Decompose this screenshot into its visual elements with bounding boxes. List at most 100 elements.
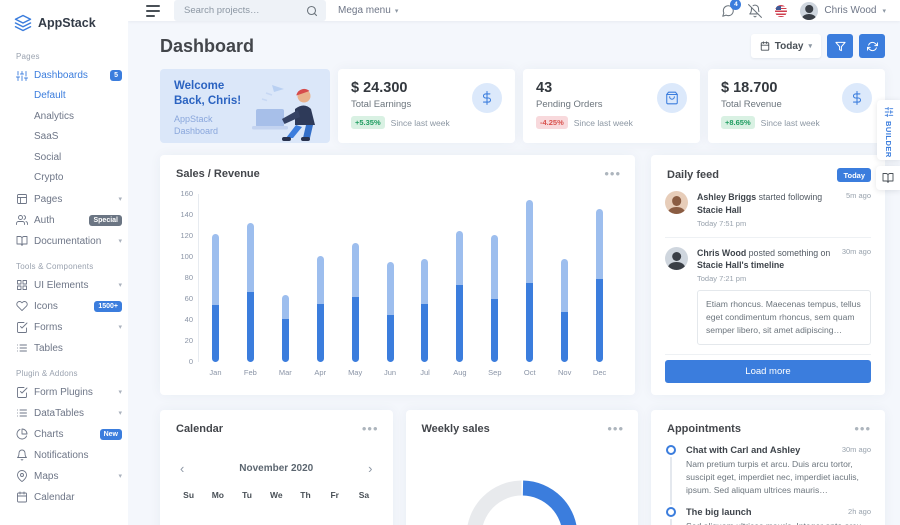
sidebar-item-datatables[interactable]: DataTables ▾ bbox=[0, 403, 128, 424]
more-menu-icon[interactable]: ••• bbox=[607, 421, 624, 436]
hamburger-menu-icon[interactable] bbox=[144, 1, 162, 21]
bar-segment-revenue[interactable] bbox=[211, 233, 219, 306]
date-range-button[interactable]: Today ▾ bbox=[750, 34, 821, 58]
bar-segment-revenue[interactable] bbox=[596, 208, 604, 280]
sidebar-item-documentation[interactable]: Documentation ▾ bbox=[0, 231, 128, 252]
prev-month-icon[interactable]: ‹ bbox=[180, 461, 185, 476]
page-content: Dashboard Today ▾ bbox=[128, 21, 900, 525]
sidebar-item-calendar[interactable]: Calendar bbox=[0, 487, 128, 508]
sidebar-item-pages[interactable]: Pages ▾ bbox=[0, 189, 128, 210]
top-navbar: Mega menu ▾ 4 Chris Wood ▾ bbox=[128, 0, 900, 21]
bar-segment-sales[interactable] bbox=[246, 291, 254, 362]
sidebar-item-forms[interactable]: Forms ▾ bbox=[0, 317, 128, 338]
stat-value: $ 18.700 bbox=[721, 80, 778, 96]
sidebar-item-icons[interactable]: Icons 1500+ bbox=[0, 296, 128, 317]
sidebar-item-tables[interactable]: Tables bbox=[0, 338, 128, 359]
sidebar-item-label: Tables bbox=[34, 342, 63, 354]
messages-button[interactable]: 4 bbox=[721, 0, 742, 18]
sidebar-item-label: Maps bbox=[34, 470, 59, 482]
feed-actor[interactable]: Chris Wood bbox=[697, 247, 747, 258]
bar-segment-sales[interactable] bbox=[351, 296, 359, 362]
sidebar-item-default[interactable]: Default bbox=[34, 90, 66, 101]
sidebar-item-analytics[interactable]: Analytics bbox=[34, 110, 75, 122]
feed-target[interactable]: Stacie bbox=[697, 260, 723, 271]
sidebar-item-maps[interactable]: Maps ▾ bbox=[0, 466, 128, 487]
load-more-button[interactable]: Load more bbox=[665, 360, 871, 383]
next-month-icon[interactable]: › bbox=[368, 461, 373, 476]
bar-segment-sales[interactable] bbox=[316, 304, 324, 362]
bar-segment-revenue[interactable] bbox=[561, 259, 569, 312]
sidebar-item-crypto[interactable]: Crypto bbox=[34, 172, 64, 183]
brand[interactable]: AppStack bbox=[0, 10, 128, 42]
bar-segment-sales[interactable] bbox=[211, 305, 219, 362]
notifications-button[interactable] bbox=[748, 3, 763, 18]
sidebar-item-notifications[interactable]: Notifications bbox=[0, 445, 128, 466]
more-menu-icon[interactable]: ••• bbox=[361, 421, 379, 436]
mega-menu-label: Mega menu bbox=[338, 5, 391, 16]
bar-segment-sales[interactable] bbox=[281, 318, 289, 362]
new-badge: New bbox=[99, 428, 122, 440]
sidebar-item-social[interactable]: Social bbox=[34, 151, 62, 163]
feed-target-suffix: Hall's timeline bbox=[725, 260, 785, 271]
bar-segment-revenue[interactable] bbox=[386, 262, 394, 315]
calendar-card: Calendar ••• ‹ November 2020 › Su Mo Tu … bbox=[160, 410, 393, 525]
bar-segment-sales[interactable] bbox=[386, 314, 394, 362]
navbar-right: 4 Chris Wood ▾ bbox=[721, 0, 886, 20]
more-menu-icon[interactable]: ••• bbox=[604, 166, 621, 181]
builder-tab[interactable]: BUILDER bbox=[877, 100, 900, 160]
bar-segment-sales[interactable] bbox=[456, 285, 464, 362]
bar-segment-sales[interactable] bbox=[561, 311, 569, 362]
sidebar-item-label: Charts bbox=[34, 428, 64, 440]
filter-button[interactable] bbox=[827, 34, 853, 58]
bar-column: Dec bbox=[582, 194, 617, 377]
delta-badge: +8.65% bbox=[721, 116, 755, 129]
sidebar-item-ui-elements[interactable]: UI Elements ▾ bbox=[0, 275, 128, 296]
main-area: Mega menu ▾ 4 Chris Wood ▾ bbox=[128, 0, 900, 525]
day-header: Su bbox=[183, 490, 195, 500]
daily-feed-card: Daily feed Today 5m ago Ashley Briggs bbox=[651, 155, 885, 395]
bar-segment-revenue[interactable] bbox=[456, 230, 464, 286]
day-header: We bbox=[269, 490, 283, 500]
mega-menu[interactable]: Mega menu ▾ bbox=[338, 5, 398, 16]
refresh-button[interactable] bbox=[859, 34, 885, 58]
x-tick: Jul bbox=[420, 368, 430, 377]
feed-target[interactable]: Stacie Hall bbox=[697, 204, 742, 215]
bar-segment-revenue[interactable] bbox=[421, 259, 429, 305]
sidebar-item-form-plugins[interactable]: Form Plugins ▾ bbox=[0, 382, 128, 403]
x-tick: Jan bbox=[209, 368, 222, 377]
heart-icon bbox=[16, 301, 28, 312]
sidebar-item-label: Notifications bbox=[34, 449, 89, 461]
sidebar-item-charts[interactable]: Charts New bbox=[0, 424, 128, 445]
bar-segment-revenue[interactable] bbox=[526, 200, 534, 284]
bar-segment-sales[interactable] bbox=[421, 304, 429, 362]
language-flag-us[interactable] bbox=[775, 4, 788, 17]
more-menu-icon[interactable]: ••• bbox=[854, 421, 871, 436]
search-icon[interactable] bbox=[306, 5, 318, 17]
bar-segment-sales[interactable] bbox=[526, 283, 534, 362]
sliders-icon bbox=[16, 70, 28, 81]
stat-icon-circle bbox=[657, 83, 687, 113]
appointments-list: Chat with Carl and Ashley 30m ago Nam pr… bbox=[651, 435, 885, 525]
sidebar-section-plugins: Plugin & Addons bbox=[16, 368, 78, 378]
sidebar-item-saas[interactable]: SaaS bbox=[34, 131, 59, 142]
feed-actor[interactable]: Ashley Briggs bbox=[697, 192, 757, 202]
bar-segment-revenue[interactable] bbox=[491, 234, 499, 299]
bar-segment-revenue[interactable] bbox=[316, 255, 324, 305]
documentation-button[interactable] bbox=[876, 166, 900, 190]
card-title: Calendar bbox=[176, 423, 224, 435]
sidebar-item-dashboards[interactable]: Dashboards 5 bbox=[0, 65, 128, 86]
search-input[interactable] bbox=[174, 0, 326, 21]
sidebar-item-label: Documentation bbox=[34, 235, 102, 247]
bar-segment-sales[interactable] bbox=[596, 279, 604, 362]
bar-segment-revenue[interactable] bbox=[281, 294, 289, 319]
x-tick: Jun bbox=[384, 368, 397, 377]
bar-segment-revenue[interactable] bbox=[246, 223, 254, 292]
user-menu[interactable]: Chris Wood ▾ bbox=[800, 1, 886, 20]
timeline-dot bbox=[666, 506, 676, 517]
sidebar-item-auth[interactable]: Auth Special bbox=[0, 210, 128, 231]
sliders-icon bbox=[884, 107, 893, 117]
bar-segment-revenue[interactable] bbox=[351, 243, 359, 297]
stat-icon-circle bbox=[842, 83, 872, 113]
bar-segment-sales[interactable] bbox=[491, 299, 499, 362]
